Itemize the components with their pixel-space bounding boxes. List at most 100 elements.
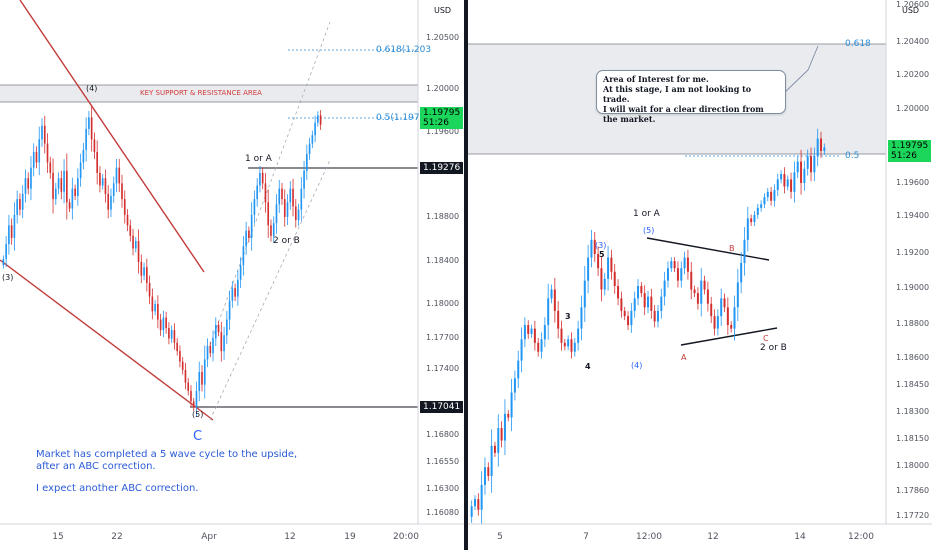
left-time-axis <box>0 524 464 550</box>
right-ytick-17: 1.17720 <box>896 511 930 520</box>
right-candle-body <box>570 339 573 352</box>
left-candle-body <box>41 125 43 140</box>
left-candle-body <box>220 332 223 352</box>
left-candle-body <box>278 188 281 205</box>
wave-label-b-right: B <box>729 244 735 253</box>
left-ytick-7: 1.17700 <box>426 333 460 342</box>
right-candle-body <box>800 161 803 183</box>
left-price-axis <box>418 0 464 524</box>
left-candle-body <box>192 401 195 408</box>
left-ytick-6: 1.18000 <box>426 299 460 308</box>
left-ytick-9: 1.16800 <box>426 430 460 439</box>
right-current-price: 1.19795 <box>891 141 929 151</box>
left-candle-body <box>123 199 126 215</box>
left-candle-body <box>126 214 129 226</box>
right-ytick-14: 1.18150 <box>896 434 930 443</box>
left-ytick-10: 1.16550 <box>426 457 460 466</box>
right-candle-body <box>673 261 676 269</box>
left-candle-body <box>179 351 181 362</box>
left-candle-body <box>226 319 228 336</box>
left-xtick-5: 19 <box>344 532 356 542</box>
left-candle-body <box>21 193 24 210</box>
right-candle-body <box>660 296 663 311</box>
right-candle-body <box>500 428 503 441</box>
right-candle-body <box>756 207 759 215</box>
fib-label-0618-left: 0.618(1.203 <box>376 45 432 55</box>
wave-label-3-left: (3) <box>2 273 14 282</box>
left-candle-body <box>88 117 90 129</box>
right-candle-body <box>567 339 570 347</box>
right-candle-body <box>510 392 513 418</box>
right-candle-body <box>716 316 719 329</box>
key-sr-zone <box>0 85 418 102</box>
left-candle-body <box>173 330 176 343</box>
left-candle-body <box>272 223 275 236</box>
left-candle-body <box>289 188 292 203</box>
right-candle-body <box>477 499 480 510</box>
left-candle-body <box>297 209 300 221</box>
right-xtick-6: 12:00 <box>848 532 874 542</box>
left-candle-body <box>99 172 101 186</box>
left-candle-body <box>170 330 173 339</box>
right-ytick-10: 1.18800 <box>896 319 930 328</box>
left-candle-body <box>118 167 121 184</box>
right-xtick-5: 14 <box>794 532 806 542</box>
right-candle-body <box>583 280 586 308</box>
left-candle-body <box>143 267 145 276</box>
right-candle-body <box>650 296 653 311</box>
panel-divider[interactable] <box>464 0 468 550</box>
right-candle-body <box>580 307 583 329</box>
left-ytick-11: 1.16300 <box>426 484 460 493</box>
left-candle-body <box>203 359 206 385</box>
left-candle-body <box>19 199 21 210</box>
left-candle-body <box>306 154 308 171</box>
left-candle-body <box>96 151 98 173</box>
left-candle-body <box>43 125 46 144</box>
right-candle-body <box>653 310 656 322</box>
note-line-1: Market has completed a 5 wave cycle to t… <box>36 449 298 460</box>
note-line-4: I expect another ABC correction. <box>36 483 199 494</box>
left-level-tag-2: 1.17041 <box>420 401 464 413</box>
left-candle-body <box>54 188 57 200</box>
right-candle-body <box>543 325 546 340</box>
right-candle-body <box>780 174 783 180</box>
right-candle-body <box>483 467 486 485</box>
left-candle-body <box>314 122 316 136</box>
right-ytick-9: 1.19000 <box>896 283 930 292</box>
right-candle-body <box>793 172 796 192</box>
wave-label-2-or-b-left: 2 or B <box>273 236 300 246</box>
wave-label-5-left: (5) <box>192 410 204 419</box>
area-of-interest-callout: Area of Interest for me. At this stage, … <box>596 70 786 124</box>
left-candles <box>2 105 322 417</box>
left-current-price: 1.19795 <box>423 108 461 118</box>
left-candle-body <box>245 230 247 247</box>
right-candle-body <box>690 271 693 290</box>
right-candle-body <box>796 161 799 173</box>
left-candle-body <box>300 188 303 210</box>
right-candle-body <box>816 138 819 157</box>
right-ytick-2: 1.20400 <box>896 37 930 46</box>
right-candle-body <box>813 156 816 173</box>
right-candle-body <box>740 262 743 283</box>
right-candle-body <box>597 254 600 269</box>
right-candle-body <box>820 138 823 151</box>
right-ytick-3: 1.20200 <box>896 70 930 79</box>
left-plot-area <box>0 0 418 524</box>
left-candle-body <box>256 185 258 200</box>
right-xtick-3: 12:00 <box>636 532 662 542</box>
left-candle-body <box>112 183 115 196</box>
left-candle-body <box>228 300 231 320</box>
right-candle-body <box>517 360 520 379</box>
fib-label-05-right: 0.5 <box>845 151 860 161</box>
left-candle-body <box>49 162 52 173</box>
left-candle-body <box>13 214 16 238</box>
left-candle-body <box>137 241 140 262</box>
left-candle-body <box>217 324 220 333</box>
left-candle-body <box>267 202 270 226</box>
left-candle-body <box>187 382 190 391</box>
right-xtick-4: 12 <box>707 532 719 542</box>
right-candle-body <box>487 467 490 477</box>
left-candle-body <box>214 324 217 339</box>
fib-label-0618-right: 0.618 <box>845 39 871 49</box>
